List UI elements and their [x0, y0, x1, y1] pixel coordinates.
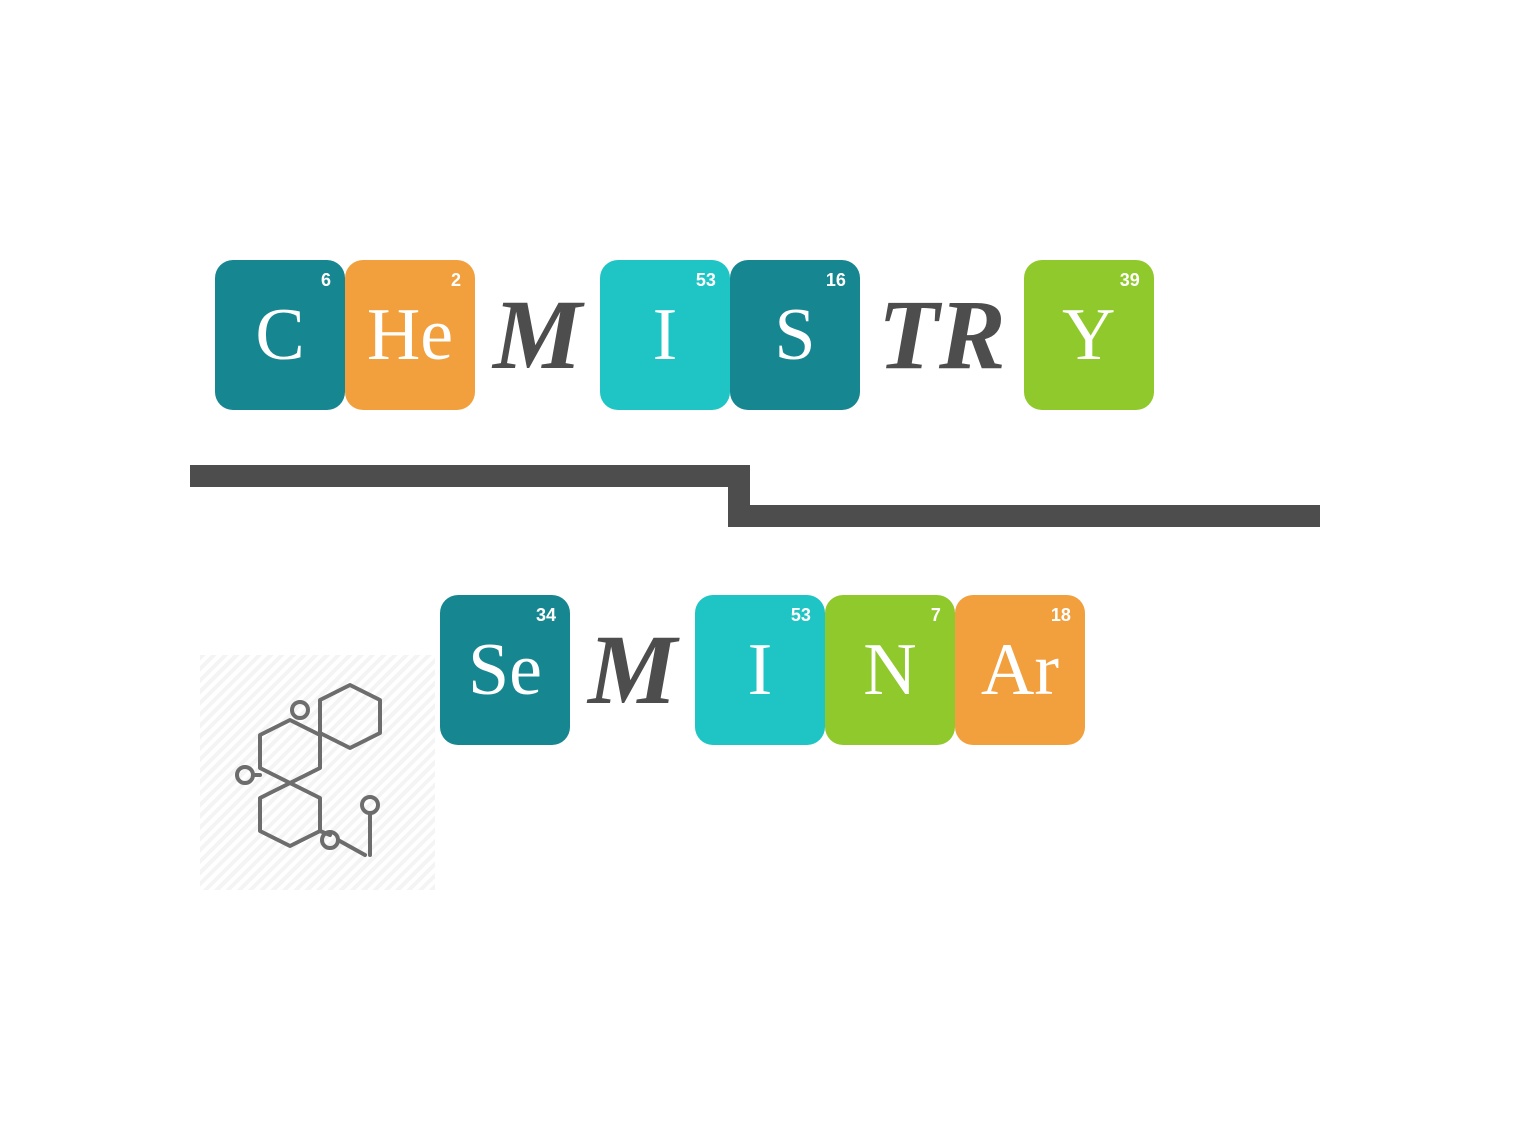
element-symbol: N: [863, 633, 916, 707]
word-chemistry-row: C6He2MI53S16TRY39: [215, 260, 1340, 410]
atomic-number: 53: [696, 270, 716, 291]
element-tile-n: N7: [825, 595, 955, 745]
script-letter: M: [475, 285, 600, 385]
atomic-number: 34: [536, 605, 556, 626]
element-symbol: S: [774, 298, 815, 372]
script-letter: TR: [860, 285, 1024, 385]
element-symbol: Ar: [981, 633, 1059, 707]
element-symbol: I: [748, 633, 773, 707]
atomic-number: 39: [1120, 270, 1140, 291]
atomic-number: 16: [826, 270, 846, 291]
element-tile-s: S 16: [730, 260, 860, 410]
element-tile-i: I 53: [695, 595, 825, 745]
element-symbol: C: [255, 298, 304, 372]
element-tile-i: I 53: [600, 260, 730, 410]
atomic-number: 18: [1051, 605, 1071, 626]
divider: [190, 465, 1340, 535]
word-seminar-row: Se 34 MI 53 N7 Ar 18: [440, 595, 1340, 745]
script-letter: M: [570, 620, 695, 720]
atomic-number: 2: [451, 270, 461, 291]
element-tile-se: Se 34: [440, 595, 570, 745]
infographic-canvas: C6He2MI53S16TRY39: [190, 260, 1340, 745]
element-symbol: Se: [468, 633, 542, 707]
element-tile-he: He 2: [345, 260, 475, 410]
element-tile-y: Y39: [1024, 260, 1154, 410]
element-symbol: He: [367, 298, 453, 372]
atomic-number: 7: [931, 605, 941, 626]
element-tile-c: C6: [215, 260, 345, 410]
divider-shape: [190, 465, 1320, 527]
atomic-number: 6: [321, 270, 331, 291]
atomic-number: 53: [791, 605, 811, 626]
element-tile-ar: Ar 18: [955, 595, 1085, 745]
element-symbol: I: [653, 298, 678, 372]
molecule-icon: [200, 655, 435, 890]
element-symbol: Y: [1062, 298, 1115, 372]
